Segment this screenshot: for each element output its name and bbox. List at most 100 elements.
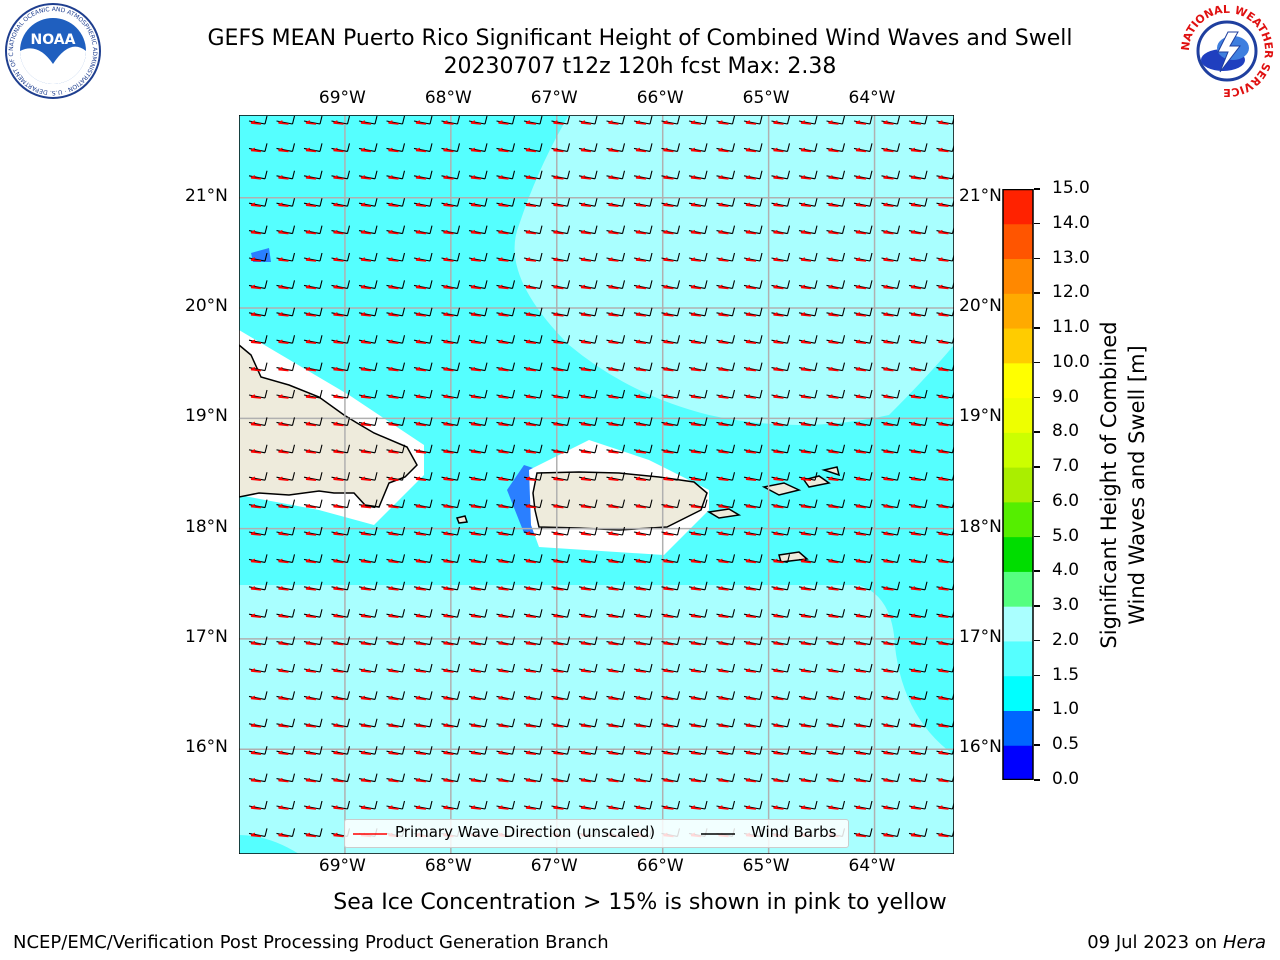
wave-arrow xyxy=(278,503,289,509)
wave-wind-glyph xyxy=(276,691,296,701)
wind-barb xyxy=(908,526,928,536)
wave-arrow xyxy=(800,750,812,755)
wave-arrow xyxy=(333,531,344,536)
wave-arrow xyxy=(690,175,702,180)
wind-barb xyxy=(743,335,763,344)
wind-barb xyxy=(248,280,268,289)
wind-barb xyxy=(413,609,433,618)
wave-wind-glyph xyxy=(881,828,901,838)
wave-wind-glyph xyxy=(386,472,406,481)
wave-wind-glyph xyxy=(386,609,406,618)
wind-barb xyxy=(551,773,571,783)
wind-barb xyxy=(688,609,708,618)
wave-arrow xyxy=(250,723,262,728)
wave-wind-glyph xyxy=(303,362,323,372)
wind-barb xyxy=(358,115,378,125)
wave-wind-glyph xyxy=(413,499,433,509)
wave-wind-glyph xyxy=(716,115,736,125)
wave-arrow xyxy=(305,640,317,646)
wave-arrow xyxy=(938,147,949,153)
wind-barb xyxy=(523,307,543,317)
wave-wind-glyph xyxy=(688,554,708,564)
wind-barb xyxy=(661,773,681,783)
wave-arrow xyxy=(388,421,399,427)
wind-barb xyxy=(578,252,598,262)
wave-wind-glyph xyxy=(881,609,901,618)
wave-arrow xyxy=(388,723,399,728)
wave-wind-glyph xyxy=(496,554,516,564)
wave-arrow xyxy=(498,366,509,372)
wave-wind-glyph xyxy=(523,115,543,125)
wind-barb xyxy=(578,773,598,783)
wind-barb xyxy=(606,115,626,125)
wave-arrow xyxy=(663,366,674,372)
wave-arrow xyxy=(525,476,537,481)
wave-wind-glyph xyxy=(331,280,351,290)
wave-wind-glyph xyxy=(688,115,708,125)
wind-barb xyxy=(358,335,378,344)
wave-wind-glyph xyxy=(633,663,653,673)
wave-arrow xyxy=(773,339,784,344)
wind-barb xyxy=(523,746,543,755)
wind-barb xyxy=(798,417,818,426)
wave-arrow xyxy=(663,558,674,564)
wave-wind-glyph xyxy=(661,499,681,509)
wave-arrow xyxy=(470,613,482,618)
wind-barb xyxy=(661,800,681,810)
wind-barb xyxy=(826,170,846,180)
wind-barb xyxy=(881,663,901,673)
wind-barb xyxy=(551,526,571,536)
wind-barb xyxy=(331,335,351,344)
wave-wind-glyph xyxy=(661,307,681,317)
wind-barb xyxy=(716,225,736,235)
wind-barb xyxy=(771,691,791,700)
wave-arrow xyxy=(470,640,482,646)
wave-arrow xyxy=(690,531,702,536)
wind-barb xyxy=(798,499,818,509)
wind-barb xyxy=(276,389,296,399)
wind-barb xyxy=(881,444,901,454)
wave-arrow xyxy=(635,613,647,618)
wave-arrow xyxy=(525,202,537,207)
wave-arrow xyxy=(388,668,399,673)
wind-barb xyxy=(716,198,736,207)
calm-sea-region xyxy=(514,115,954,425)
wind-barb xyxy=(331,198,351,207)
wave-wind-glyph xyxy=(881,225,901,235)
wind-barb xyxy=(661,472,681,481)
wave-arrow xyxy=(305,284,317,290)
wave-arrow xyxy=(305,147,317,153)
wave-arrow xyxy=(525,257,537,262)
wave-wind-glyph xyxy=(743,691,763,701)
wave-wind-glyph xyxy=(551,800,571,810)
wave-arrow xyxy=(305,750,317,755)
wave-arrow xyxy=(690,449,702,454)
latitude-label-left: 17°N xyxy=(185,626,228,647)
wave-wind-glyph xyxy=(523,170,543,180)
wind-barb xyxy=(496,225,516,235)
wave-wind-glyph xyxy=(523,335,543,344)
wave-wind-glyph xyxy=(303,800,323,810)
wind-barb xyxy=(331,472,351,481)
wind-barb xyxy=(771,499,791,509)
wave-arrow xyxy=(415,558,427,564)
latitude-label-left: 20°N xyxy=(185,296,228,317)
wind-barb xyxy=(743,252,763,262)
wind-barb xyxy=(771,225,791,235)
wave-arrow xyxy=(690,640,702,646)
wave-arrow xyxy=(525,421,537,427)
wave-arrow xyxy=(690,366,702,372)
wave-arrow xyxy=(690,476,702,481)
wave-arrow xyxy=(910,832,922,838)
wind-barb xyxy=(771,609,791,618)
wind-barb xyxy=(881,389,901,399)
wave-wind-glyph xyxy=(743,307,763,317)
wave-arrow xyxy=(608,202,619,207)
wave-arrow xyxy=(690,284,702,290)
wave-wind-glyph xyxy=(386,526,406,536)
wave-wind-glyph xyxy=(358,307,378,317)
wave-wind-glyph xyxy=(578,718,598,728)
wave-arrow xyxy=(800,586,812,591)
wave-arrow xyxy=(800,257,812,262)
wind-barb xyxy=(908,828,928,837)
